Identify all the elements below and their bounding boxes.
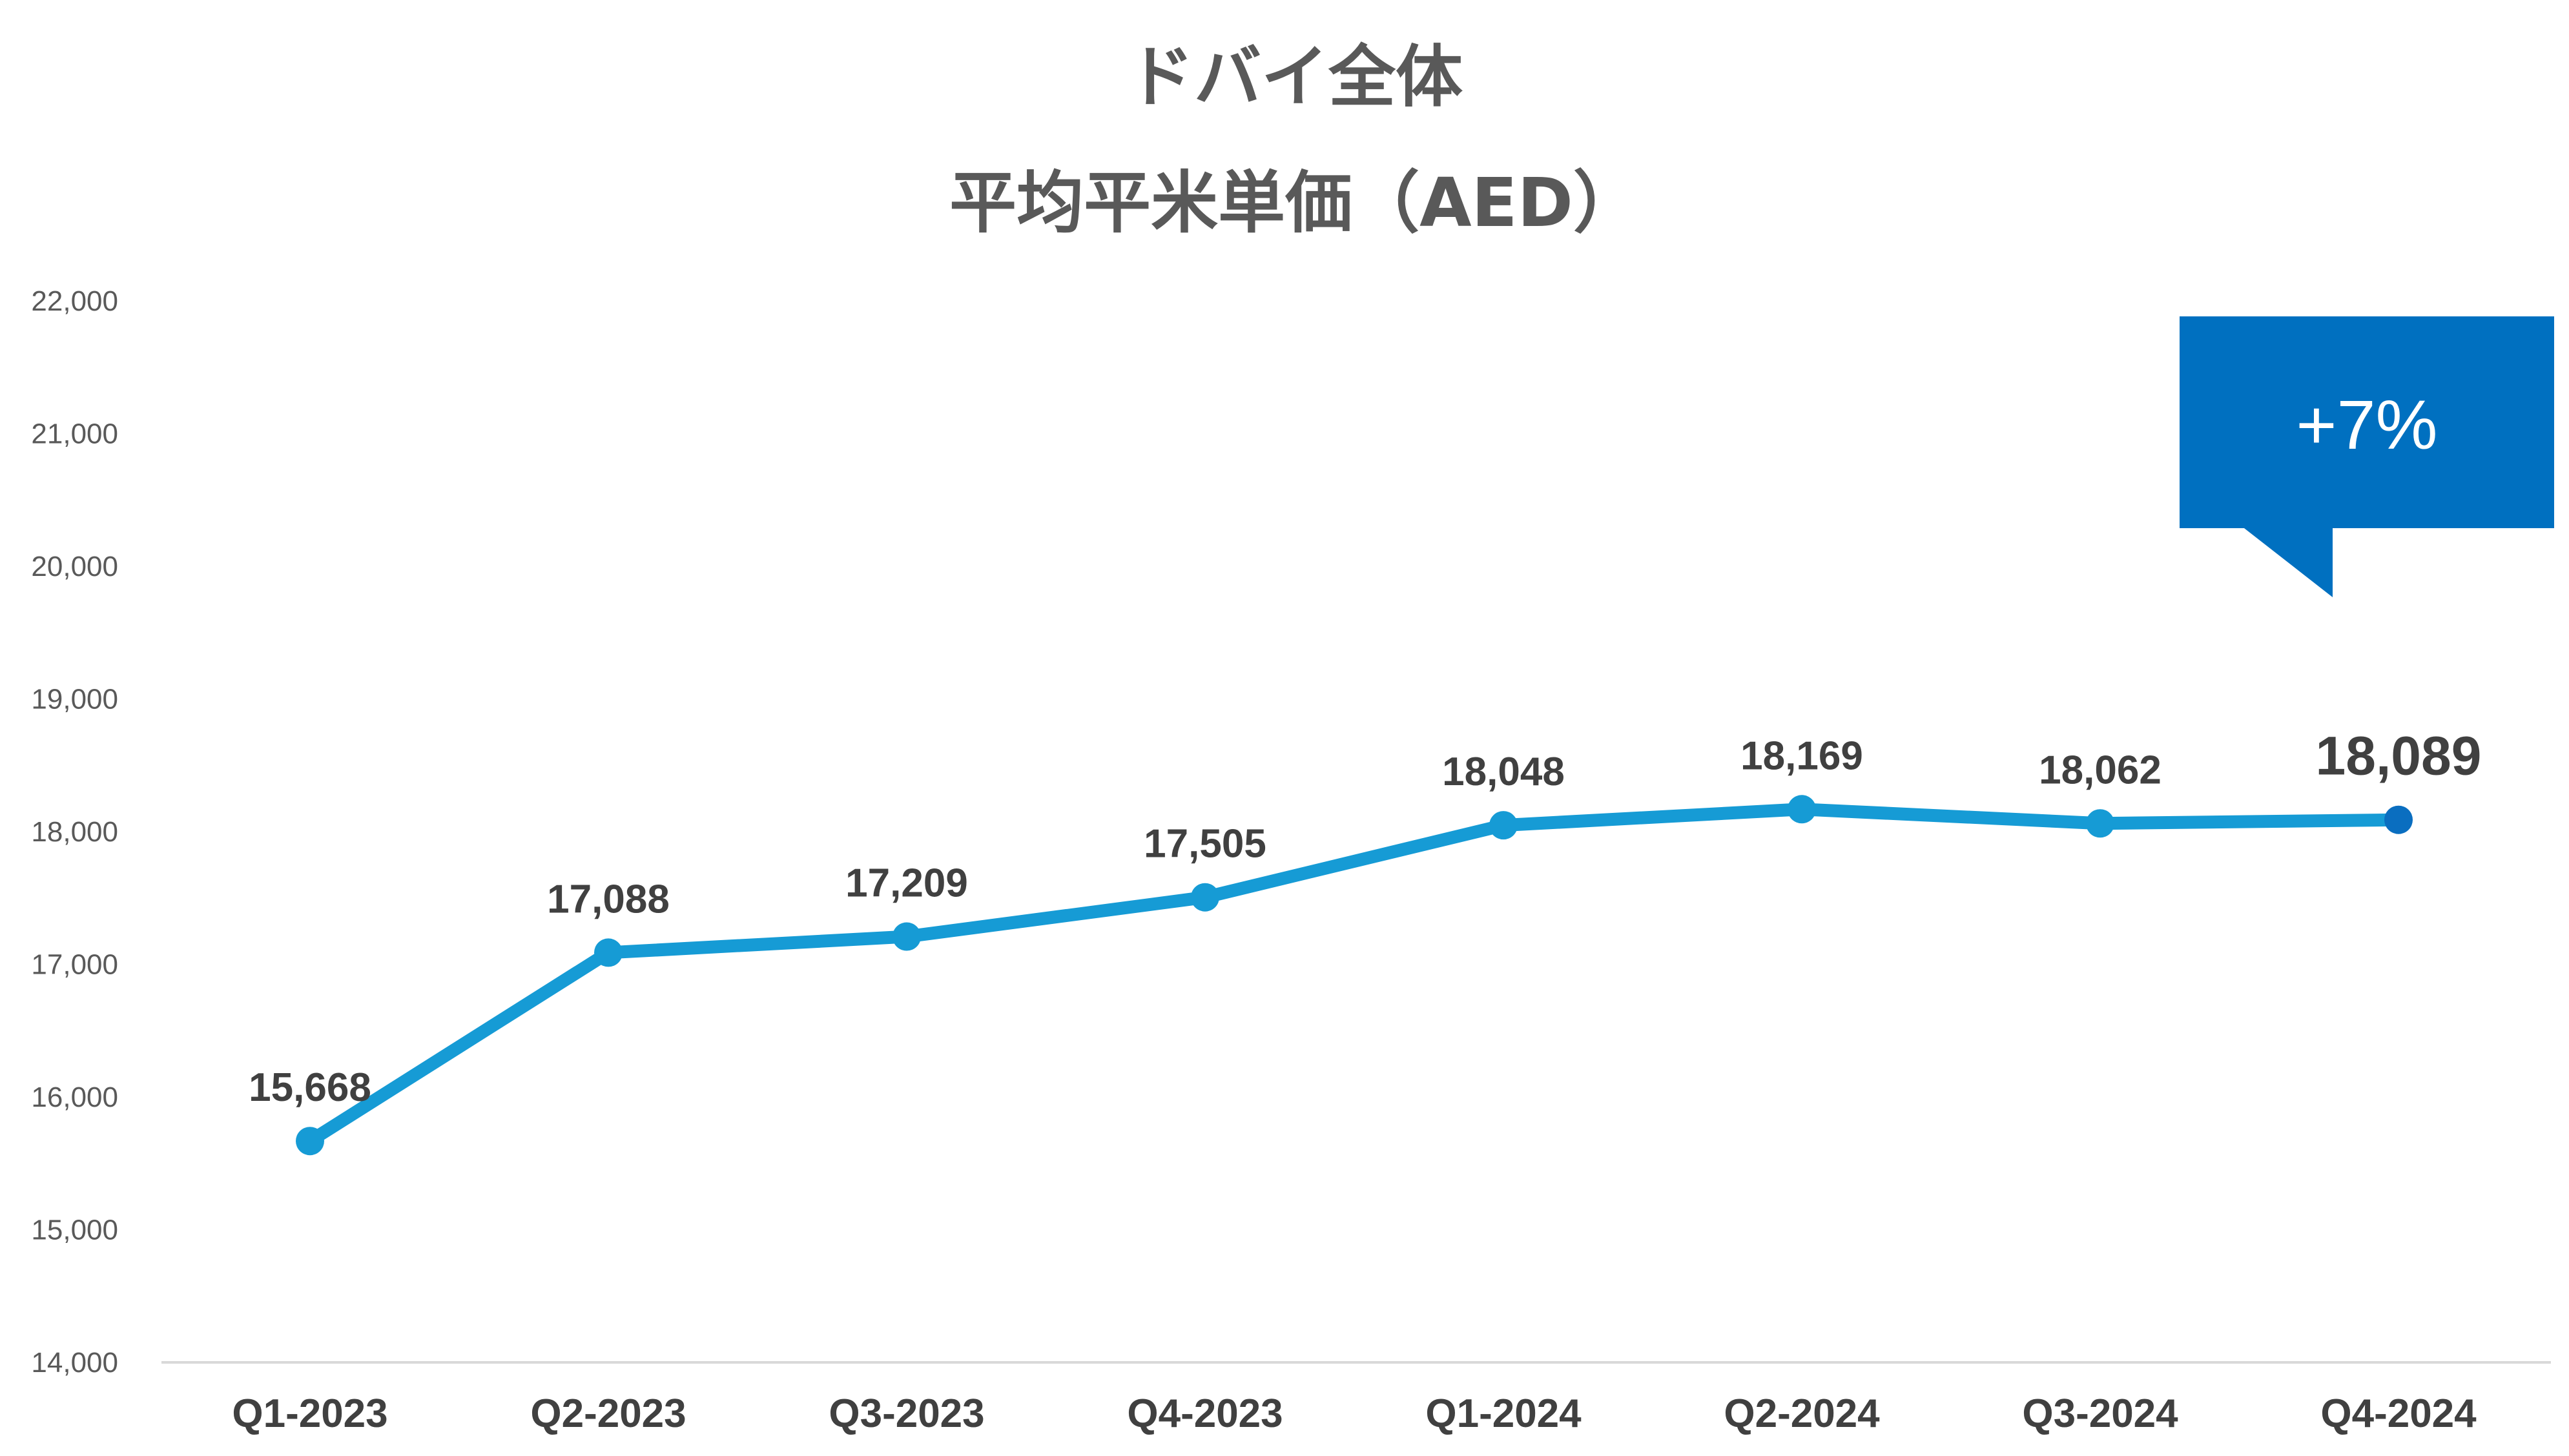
- data-point: [1788, 795, 1816, 824]
- data-point: [594, 938, 623, 967]
- data-label: 18,048: [1442, 750, 1565, 794]
- data-point: [1191, 883, 1219, 912]
- y-tick-label: 20,000: [31, 551, 118, 582]
- y-tick-label: 14,000: [31, 1347, 118, 1379]
- y-tick-label: 16,000: [31, 1082, 118, 1113]
- y-tick-label: 18,000: [31, 816, 118, 848]
- x-tick-label: Q1-2024: [1425, 1391, 1582, 1436]
- data-points: [296, 795, 2413, 1156]
- data-label: 17,088: [547, 877, 670, 921]
- x-tick-label: Q2-2024: [1724, 1391, 1880, 1436]
- series-line: [304, 803, 2405, 1148]
- callout-text: +7%: [2296, 385, 2437, 464]
- data-point: [2384, 805, 2413, 834]
- y-tick-label: 19,000: [31, 684, 118, 715]
- y-tick-label: 17,000: [31, 949, 118, 981]
- x-tick-label: Q4-2024: [2320, 1391, 2477, 1436]
- y-tick-label: 22,000: [31, 285, 118, 317]
- y-axis: 14,000 15,000 16,000 17,000 18,000 19,000 20,0…: [31, 285, 118, 1379]
- y-tick-label: 15,000: [31, 1215, 118, 1246]
- chart-title: ドバイ全体: [1127, 37, 1463, 116]
- growth-callout: +7%: [2180, 316, 2554, 597]
- x-tick-label: Q1-2023: [232, 1391, 387, 1436]
- data-labels: 15,668 17,088 17,209 17,505 18,048 18,169 18,0…: [249, 726, 2481, 1111]
- data-label: 18,089: [2316, 726, 2482, 786]
- data-point: [892, 922, 921, 951]
- data-label: 17,209: [845, 861, 968, 906]
- x-tick-label: Q3-2023: [829, 1391, 984, 1436]
- data-point: [296, 1127, 324, 1156]
- data-label: 17,505: [1144, 822, 1266, 866]
- chart-subtitle: 平均平米単価（AED）: [949, 163, 1640, 242]
- x-axis: Q1-2023 Q2-2023 Q3-2023 Q4-2023 Q1-2024 Q2-20…: [232, 1391, 2477, 1436]
- x-tick-label: Q2-2023: [530, 1391, 686, 1436]
- x-tick-label: Q4-2023: [1127, 1391, 1283, 1436]
- y-tick-label: 21,000: [31, 418, 118, 450]
- data-label: 15,668: [249, 1065, 371, 1110]
- data-label: 18,169: [1740, 733, 1863, 778]
- data-point: [1489, 811, 1518, 840]
- x-tick-label: Q3-2024: [2022, 1391, 2178, 1436]
- data-label: 18,062: [2039, 748, 2161, 792]
- callout-shape: [2180, 316, 2554, 597]
- data-point: [2086, 809, 2114, 838]
